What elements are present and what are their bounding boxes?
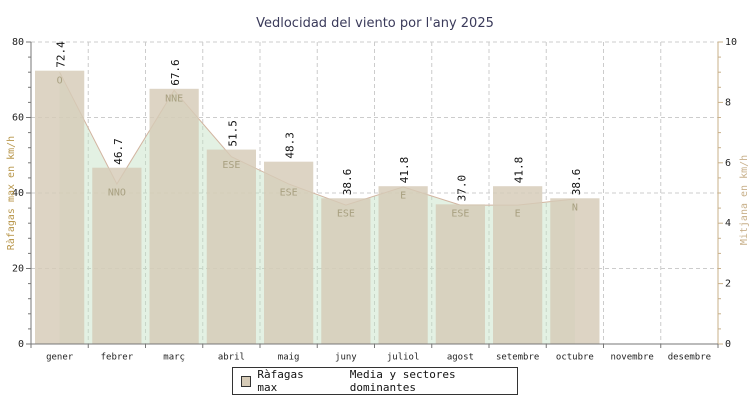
legend-item-average: Media y sectores dominantes [333, 368, 517, 394]
x-tick-label: juliol [387, 353, 420, 363]
gust-bar-series [35, 70, 600, 344]
sector-label: E [400, 190, 406, 201]
average-line [59, 71, 575, 206]
bar-abril [206, 149, 256, 344]
data-label: 41.8 [513, 157, 526, 184]
bar-març [149, 88, 199, 344]
x-tick-label: juny [335, 353, 357, 363]
bar-agost [435, 204, 485, 344]
x-tick-label: febrer [101, 353, 134, 363]
legend-item-gusts: Ràfagas max [241, 368, 325, 394]
x-tick-label: novembre [610, 353, 653, 363]
sector-label: ESE [337, 208, 355, 219]
y2-axis-label: Mitjana en km/h [739, 155, 750, 245]
legend-swatch-average [337, 377, 345, 386]
bar-setembre [493, 186, 543, 344]
data-labels: 72.4 46.7 67.6 51.5 48.3 38.6 41.8 37.0 41.8 38.6 [55, 41, 583, 202]
x-tick-label: maig [278, 353, 300, 363]
data-label: 51.5 [226, 120, 239, 147]
sector-label: O [57, 76, 63, 87]
y2-tick-label: 6 [725, 158, 731, 169]
sector-label: NNE [165, 94, 183, 105]
chart-title: Vedlocidad del viento por l'any 2025 [256, 16, 494, 31]
y2-tick-label: 0 [725, 339, 731, 350]
y-tick-label: 0 [18, 339, 24, 350]
sector-label: ESE [222, 160, 240, 171]
x-tick-label: abril [218, 353, 245, 363]
legend: Ràfagas max Media y sectores dominantes [232, 367, 518, 395]
x-tick-label: agost [447, 353, 474, 363]
data-label: 37.0 [455, 175, 468, 202]
bar-octubre [550, 198, 600, 344]
y2-tick-label: 10 [725, 37, 737, 48]
y-tick-label: 40 [12, 188, 24, 199]
data-label: 67.6 [169, 59, 182, 86]
sector-label: E [515, 208, 521, 219]
y-tick-label: 80 [12, 37, 24, 48]
data-label: 38.6 [570, 169, 583, 196]
bar-maig [264, 161, 314, 344]
bar-juny [321, 198, 371, 344]
y-tick-label: 60 [12, 113, 24, 124]
bar-febrer [92, 167, 142, 344]
x-tick-label: gener [46, 353, 74, 363]
x-tick-label: març [163, 353, 185, 363]
y-axis-label: Ràfagas max en km/h [5, 136, 17, 250]
x-tick-label: octubre [556, 353, 594, 363]
sector-label: ESE [280, 187, 298, 198]
bar-juliol [378, 186, 428, 344]
sector-label: ESE [451, 208, 469, 219]
sector-label: NNO [108, 187, 126, 198]
data-label: 46.7 [112, 138, 125, 165]
data-label: 38.6 [341, 169, 354, 196]
sector-labels: O NNO NNE ESE ESE ESE E ESE E N [57, 76, 578, 220]
legend-label-average: Media y sectores dominantes [349, 368, 456, 394]
x-tick-label: desembre [668, 353, 711, 363]
axes [26, 41, 723, 348]
x-tick-label: setembre [496, 353, 539, 363]
y2-tick-label: 4 [725, 218, 731, 229]
bar-gener [35, 70, 85, 344]
y2-tick-label: 8 [725, 97, 731, 108]
sector-label: N [572, 202, 578, 213]
legend-swatch-gusts [241, 375, 252, 387]
legend-label-gusts: Ràfagas max [257, 368, 304, 394]
tick-labels: 0 20 40 60 80 0 2 4 6 8 10 gener febrer març abril maig… [12, 37, 737, 363]
data-label: 41.8 [398, 157, 411, 184]
y2-tick-label: 2 [725, 279, 731, 290]
data-label: 48.3 [284, 132, 297, 159]
data-label: 72.4 [55, 41, 68, 68]
y-tick-label: 20 [12, 264, 24, 275]
